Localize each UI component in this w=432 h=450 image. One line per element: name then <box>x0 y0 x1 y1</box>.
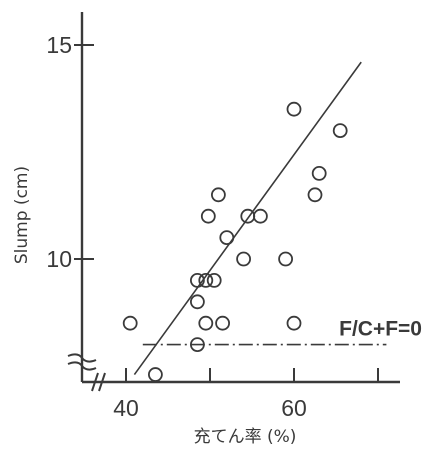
reference-line-label: F/C+F=0 <box>339 318 422 341</box>
x-tick-label: 60 <box>281 395 307 421</box>
data-point <box>307 187 323 203</box>
data-point <box>189 272 205 288</box>
data-point <box>278 251 294 267</box>
x-axis-title: 充てん率 (%) <box>194 427 297 447</box>
data-point <box>200 208 216 224</box>
data-point <box>286 315 302 331</box>
data-point <box>198 315 214 331</box>
data-point <box>219 230 235 246</box>
data-point <box>286 101 302 117</box>
data-point <box>147 367 163 382</box>
y-tick-label: 10 <box>46 246 72 272</box>
y-axis-break-mark <box>67 361 97 371</box>
data-point <box>252 208 268 224</box>
x-tick-label: 40 <box>113 395 139 421</box>
data-point <box>236 251 252 267</box>
data-point <box>210 187 226 203</box>
data-point <box>332 123 348 139</box>
data-point <box>189 294 205 310</box>
x-axis-break-mark <box>98 372 106 392</box>
regression-line <box>133 61 362 376</box>
ticks: 40 60 10 15 <box>46 32 379 421</box>
x-axis-break-mark <box>91 372 99 392</box>
y-axis-break-mark <box>67 353 97 363</box>
y-axis-title: Slump (cm) <box>12 166 32 264</box>
data-point <box>122 315 138 331</box>
data-point <box>240 208 256 224</box>
marks: F/C+F=0 <box>122 61 422 382</box>
data-point <box>189 337 205 353</box>
data-point <box>311 165 327 181</box>
data-point <box>198 272 214 288</box>
axes <box>67 12 400 392</box>
data-point <box>215 315 231 331</box>
y-tick-label: 15 <box>46 32 72 58</box>
data-point <box>206 272 222 288</box>
